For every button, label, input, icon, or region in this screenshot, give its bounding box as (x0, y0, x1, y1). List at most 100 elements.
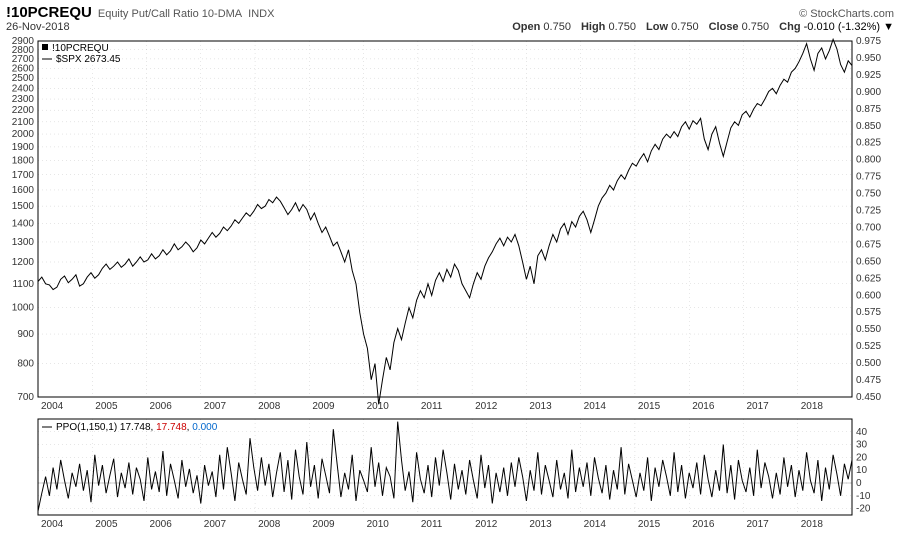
svg-text:2004: 2004 (41, 401, 64, 412)
svg-text:0.550: 0.550 (856, 324, 881, 335)
high-value: 0.750 (608, 21, 636, 33)
open-value: 0.750 (543, 21, 571, 33)
svg-text:2016: 2016 (692, 401, 715, 412)
svg-text:1500: 1500 (12, 201, 35, 212)
close-value: 0.750 (742, 21, 770, 33)
svg-text:0.725: 0.725 (856, 206, 881, 217)
subheader: 26-Nov-2018 Open 0.750 High 0.750 Low 0.… (0, 21, 900, 35)
svg-text:0.750: 0.750 (856, 189, 881, 200)
svg-text:20: 20 (856, 452, 868, 463)
svg-text:2015: 2015 (638, 519, 661, 530)
ppo-chart: -20 -10 0 10 2030 40 2004 2005 2006 2007 2008 2009 2… (0, 415, 900, 531)
svg-text:2400: 2400 (12, 83, 35, 94)
svg-text:2018: 2018 (801, 519, 824, 530)
svg-text:2100: 2100 (12, 117, 35, 128)
svg-text:1300: 1300 (12, 237, 35, 248)
svg-text:0.850: 0.850 (856, 121, 881, 132)
close-label: Close (709, 21, 739, 33)
low-value: 0.750 (671, 21, 699, 33)
open-label: Open (512, 21, 540, 33)
svg-text:0: 0 (856, 478, 862, 489)
svg-text:2000: 2000 (12, 129, 35, 140)
svg-text:2011: 2011 (421, 401, 443, 412)
svg-text:2600: 2600 (12, 63, 35, 74)
svg-text:900: 900 (17, 329, 34, 340)
svg-text:1400: 1400 (12, 218, 35, 229)
svg-text:2012: 2012 (475, 519, 498, 530)
chg-value: -0.010 (-1.32%) (804, 21, 880, 33)
attribution: © StockCharts.com (799, 8, 894, 20)
svg-text:0.450: 0.450 (856, 392, 881, 403)
svg-text:2013: 2013 (529, 519, 552, 530)
svg-text:2009: 2009 (312, 401, 335, 412)
svg-text:2900: 2900 (12, 36, 35, 47)
svg-text:2500: 2500 (12, 73, 35, 84)
svg-text:0.600: 0.600 (856, 290, 881, 301)
index-suffix: INDX (248, 8, 274, 20)
svg-text:0.700: 0.700 (856, 222, 881, 233)
svg-text:0.925: 0.925 (856, 70, 881, 81)
down-arrow-icon: ▼ (883, 21, 894, 33)
svg-text:-10: -10 (856, 491, 871, 502)
svg-text:1100: 1100 (12, 279, 34, 290)
symbol: !10PCREQU (6, 4, 92, 21)
svg-text:2006: 2006 (150, 401, 173, 412)
svg-text:0.825: 0.825 (856, 138, 881, 149)
svg-text:2004: 2004 (41, 519, 64, 530)
chart-header: !10PCREQU Equity Put/Call Ratio 10-DMA I… (0, 0, 900, 21)
svg-text:2010: 2010 (367, 401, 390, 412)
svg-text:2300: 2300 (12, 94, 35, 105)
svg-text:1000: 1000 (12, 303, 35, 314)
svg-text:0.625: 0.625 (856, 273, 881, 284)
title-block: !10PCREQU Equity Put/Call Ratio 10-DMA I… (6, 4, 274, 21)
svg-text:!10PCREQU: !10PCREQU (52, 43, 109, 54)
svg-text:2005: 2005 (95, 401, 118, 412)
svg-text:1800: 1800 (12, 155, 35, 166)
svg-text:2012: 2012 (475, 401, 498, 412)
svg-text:2200: 2200 (12, 105, 35, 116)
svg-text:2005: 2005 (95, 519, 118, 530)
svg-text:2008: 2008 (258, 519, 281, 530)
svg-text:10: 10 (856, 465, 868, 476)
ohlc-block: Open 0.750 High 0.750 Low 0.750 Close 0.… (512, 21, 894, 33)
svg-text:30: 30 (856, 440, 868, 451)
svg-text:2007: 2007 (204, 401, 227, 412)
svg-text:2016: 2016 (692, 519, 715, 530)
svg-text:2014: 2014 (584, 519, 607, 530)
svg-text:0.950: 0.950 (856, 53, 881, 64)
svg-text:0.800: 0.800 (856, 155, 881, 166)
svg-text:1600: 1600 (12, 185, 35, 196)
svg-text:0.875: 0.875 (856, 104, 881, 115)
svg-text:1900: 1900 (12, 142, 35, 153)
svg-text:0.500: 0.500 (856, 358, 881, 369)
svg-text:0.525: 0.525 (856, 341, 881, 352)
svg-text:2011: 2011 (421, 519, 443, 530)
main-chart: 7008009001000110012001300140015001600170… (0, 35, 900, 415)
svg-text:800: 800 (17, 359, 34, 370)
svg-text:2008: 2008 (258, 401, 281, 412)
svg-text:1700: 1700 (12, 170, 35, 181)
svg-text:2013: 2013 (529, 401, 552, 412)
svg-text:2007: 2007 (204, 519, 227, 530)
svg-text:2009: 2009 (312, 519, 335, 530)
svg-text:2017: 2017 (746, 519, 769, 530)
svg-text:2014: 2014 (584, 401, 607, 412)
svg-text:2010: 2010 (367, 519, 390, 530)
low-label: Low (646, 21, 668, 33)
description: Equity Put/Call Ratio 10-DMA (98, 8, 242, 20)
svg-text:700: 700 (17, 392, 34, 403)
svg-text:0.900: 0.900 (856, 87, 881, 98)
svg-text:2015: 2015 (638, 401, 661, 412)
svg-text:40: 40 (856, 427, 868, 438)
svg-text:0.475: 0.475 (856, 375, 881, 386)
svg-text:-20: -20 (856, 504, 871, 515)
svg-text:0.650: 0.650 (856, 256, 881, 267)
svg-text:2018: 2018 (801, 401, 824, 412)
high-label: High (581, 21, 605, 33)
svg-text:2006: 2006 (150, 519, 173, 530)
svg-text:0.775: 0.775 (856, 172, 881, 183)
svg-text:0.575: 0.575 (856, 307, 881, 318)
svg-text:2017: 2017 (746, 401, 769, 412)
svg-text:$SPX 2673.45: $SPX 2673.45 (56, 54, 121, 65)
chg-label: Chg (779, 21, 800, 33)
